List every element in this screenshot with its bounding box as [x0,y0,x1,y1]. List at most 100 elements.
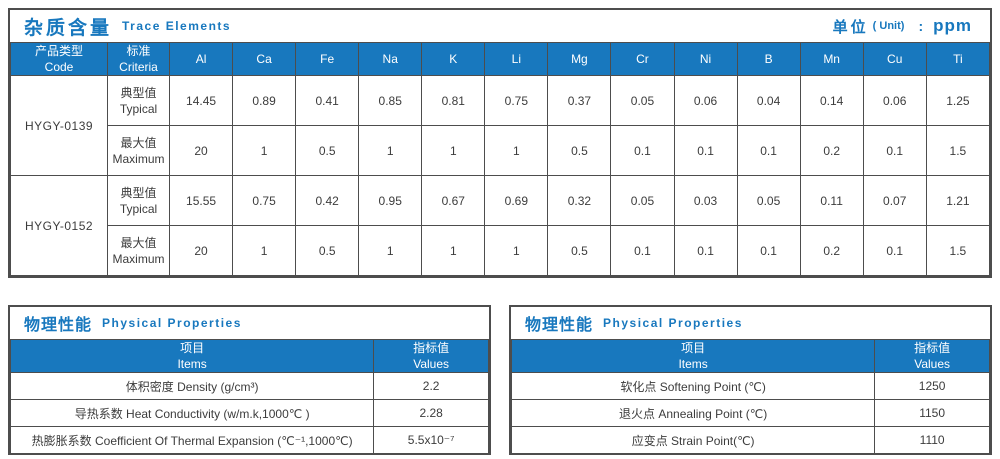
value-cell-cr: 0.05 [610,75,675,127]
value-cell-b: 0.05 [736,175,801,227]
criteria-label-en: Maximum [112,251,165,266]
value-cell-mn: 0.14 [799,75,864,127]
value-cell-li: 1 [484,125,549,177]
element-header-na: Na [358,41,423,77]
column-header-values: 指标值 Values [874,338,990,374]
physical-properties-right-section: 物理性能 Physical Properties 项目 Items 指标值 Va… [509,305,992,455]
value-cell-ni: 0.1 [673,225,738,277]
value-cell: 1110 [874,426,990,455]
item-cell: 热膨胀系数 Coefficient Of Thermal Expansion (… [9,426,375,455]
column-header-items: 项目 Items [510,338,876,374]
values-header-zh: 指标值 [413,341,450,355]
physical-right-title-zh: 物理性能 [525,317,594,334]
trace-elements-table: 产品类型 Code 标准 Criteria Al Ca Fe Na K Li Mg Cr Ni B… [10,41,991,277]
unit-label-en: ( Unit) [872,20,905,32]
value-cell-ti: 1.21 [925,175,991,227]
physical-data-row: 导热系数 Heat Conductivity (w/m.k,1000℃ ) 2.2… [9,399,489,428]
criteria-cell: 最大值 Maximum [107,225,170,277]
element-header-cu: Cu [862,41,927,77]
value-cell-ca: 1 [232,225,297,277]
value-cell-mg: 0.37 [547,75,612,127]
physical-left-title: 物理性能 Physical Properties [24,311,242,335]
criteria-header-zh: 标准 [126,44,151,58]
element-header-k: K [421,41,486,77]
value-cell: 1150 [874,399,990,428]
trace-title-zh: 杂质含量 [24,17,113,39]
value-cell-li: 0.69 [484,175,549,227]
value-cell-na: 1 [358,225,423,277]
value-cell-ni: 0.06 [673,75,738,127]
value-cell-ca: 1 [232,125,297,177]
item-cell: 应变点 Strain Point(℃) [510,426,876,455]
criteria-label-zh: 典型值 [120,185,157,200]
physical-data-row: 退火点 Annealing Point (℃) 1150 [510,399,990,428]
unit-value: ppm [933,16,972,35]
element-header-al: Al [168,41,234,77]
code-header-en: Code [44,60,74,75]
value-cell-k: 1 [421,225,486,277]
item-cell: 软化点 Softening Point (℃) [510,372,876,401]
value-cell-cr: 0.05 [610,175,675,227]
physical-left-header: 物理性能 Physical Properties [10,307,489,339]
element-header-b: B [736,41,801,77]
items-header-en: Items [678,357,708,372]
physical-left-header-row: 项目 Items 指标值 Values [9,338,489,374]
element-header-mn: Mn [799,41,864,77]
value-cell-ti: 1.25 [925,75,991,127]
unit-label: 单位 ( Unit) : ppm [833,16,972,37]
criteria-label-en: Maximum [112,151,165,166]
physical-data-row: 热膨胀系数 Coefficient Of Thermal Expansion (… [9,426,489,455]
value-cell-al: 20 [168,125,234,177]
value-cell: 2.2 [373,372,489,401]
items-header-zh: 项目 [681,341,706,355]
physical-data-row: 软化点 Softening Point (℃) 1250 [510,372,990,401]
value-cell-ca: 0.75 [232,175,297,227]
value-cell-cu: 0.1 [862,225,927,277]
values-header-zh: 指标值 [914,341,951,355]
value-cell-k: 0.67 [421,175,486,227]
value-cell-li: 0.75 [484,75,549,127]
trace-elements-header: 杂质含量 Trace Elements 单位 ( Unit) : ppm [10,10,990,42]
value-cell-mn: 0.11 [799,175,864,227]
items-header-zh: 项目 [180,341,205,355]
physical-left-title-en: Physical Properties [102,316,242,330]
value-cell-cu: 0.06 [862,75,927,127]
value-cell-mn: 0.2 [799,225,864,277]
trace-data-row: 最大值 Maximum 20 1 0.5 1 1 1 0.5 0.1 0.1 0.1 0.2 0.1 1.5 [11,225,991,277]
value-cell-mg: 0.5 [547,225,612,277]
value-cell-al: 14.45 [168,75,234,127]
value-cell: 5.5x10⁻⁷ [373,426,489,455]
physical-right-title-en: Physical Properties [603,316,743,330]
physical-right-header: 物理性能 Physical Properties [511,307,990,339]
trace-data-row: 最大值 Maximum 20 1 0.5 1 1 1 0.5 0.1 0.1 0.1 0.2 0.1 1.5 [11,125,991,177]
physical-left-title-zh: 物理性能 [24,317,93,334]
criteria-label-en: Typical [119,201,158,216]
physical-data-row: 体积密度 Density (g/cm³) 2.2 [9,372,489,401]
value-cell-mg: 0.5 [547,125,612,177]
criteria-label-zh: 典型值 [120,85,157,100]
unit-colon: : [918,18,924,34]
element-header-ni: Ni [673,41,738,77]
value-cell-ni: 0.03 [673,175,738,227]
product-code-cell: HYGY-0152 [10,175,108,277]
item-cell: 导热系数 Heat Conductivity (w/m.k,1000℃ ) [9,399,375,428]
value-cell-k: 0.81 [421,75,486,127]
column-header-code: 产品类型 Code [10,41,108,77]
physical-properties-row: 物理性能 Physical Properties 项目 Items 指标值 Va… [8,305,992,455]
item-cell: 体积密度 Density (g/cm³) [9,372,375,401]
element-header-ti: Ti [925,41,991,77]
value-cell-b: 0.04 [736,75,801,127]
value-cell-cr: 0.1 [610,125,675,177]
physical-right-title: 物理性能 Physical Properties [525,311,743,335]
value-cell: 2.28 [373,399,489,428]
values-header-en: Values [413,357,450,372]
value-cell-cu: 0.1 [862,125,927,177]
unit-label-zh: 单位 [832,18,869,36]
trace-table-header-row: 产品类型 Code 标准 Criteria Al Ca Fe Na K Li Mg Cr Ni B… [10,41,991,77]
element-header-li: Li [484,41,549,77]
value-cell-fe: 0.41 [295,75,360,127]
criteria-label-zh: 最大值 [120,135,157,150]
criteria-cell: 典型值 Typical [107,175,170,227]
column-header-criteria: 标准 Criteria [107,41,170,77]
element-header-mg: Mg [547,41,612,77]
